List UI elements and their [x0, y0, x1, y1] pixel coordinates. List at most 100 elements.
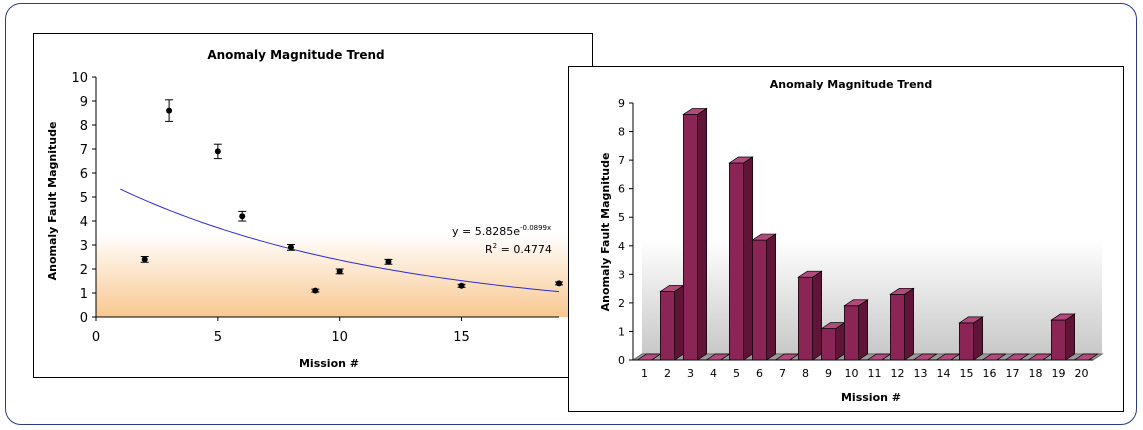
bar-side	[858, 299, 868, 361]
scatter-y-tick-label: 10	[71, 71, 88, 86]
bar-x-tick-label: 5	[733, 367, 740, 380]
bar-x-tick-label: 7	[779, 367, 786, 380]
bar-x-tick-label: 9	[825, 367, 832, 380]
data-point	[287, 244, 294, 251]
bar-x-tick-label: 10	[845, 367, 859, 380]
bar-x-tick-label: 13	[914, 367, 928, 380]
bar-x-tick-label: 2	[664, 367, 671, 380]
bar-side	[1065, 313, 1075, 361]
scatter-y-tick-label: 4	[80, 215, 88, 230]
bar-chart: Anomaly Magnitude Trend Anomaly Fault Ma…	[599, 78, 1104, 404]
bar-x-tick-label: 3	[687, 367, 694, 380]
bar-group	[751, 233, 777, 361]
bar	[798, 276, 813, 361]
bar-top	[1004, 353, 1030, 361]
bar	[752, 239, 767, 361]
bar-top	[843, 299, 869, 307]
bar-side	[812, 270, 822, 361]
bar-y-tick-label: 4	[618, 240, 625, 253]
data-point	[312, 287, 319, 294]
bar-side	[973, 316, 983, 361]
bar-x-tick-label: 8	[802, 367, 809, 380]
bar-side	[743, 156, 753, 361]
bar	[660, 291, 675, 361]
trendline-equation: y = 5.8285e-0.0899x	[452, 224, 551, 238]
bar-y-tick-label: 3	[618, 268, 625, 281]
data-point	[166, 107, 173, 114]
bar	[1051, 319, 1066, 361]
bar-group	[1004, 353, 1030, 361]
bar-top	[1073, 353, 1099, 361]
data-point	[458, 282, 465, 289]
bar-group	[797, 270, 823, 361]
exponential-trendline	[120, 188, 560, 293]
bar-top	[751, 233, 777, 241]
scatter-y-tick-label: 1	[80, 287, 88, 302]
scatter-x-axis-label: Mission #	[299, 357, 359, 370]
bar-x-tick-label: 19	[1052, 367, 1066, 380]
bar-top	[728, 156, 754, 164]
data-point	[556, 280, 562, 287]
bar-background-gradient	[642, 239, 1102, 354]
trendline-equation-exponent: -0.0899x	[520, 224, 551, 232]
scatter-y-axis-label: Anomaly Fault Magnitude	[46, 122, 59, 281]
scatter-y-tick-label: 0	[80, 311, 88, 326]
scatter-x-tick-label: 15	[453, 330, 470, 345]
bar-x-tick-label: 17	[1006, 367, 1020, 380]
bar-x-tick-label: 12	[891, 367, 905, 380]
bar-group	[981, 353, 1007, 361]
bar-y-tick-label: 8	[618, 126, 625, 139]
bar-side	[766, 233, 776, 361]
scatter-x-tick-label: 5	[214, 330, 222, 345]
bar	[683, 114, 698, 361]
bar-y-tick-label: 0	[618, 354, 625, 367]
bar-x-axis-label: Mission #	[841, 391, 901, 404]
bar-y-tick-label: 7	[618, 154, 625, 167]
bar-group	[1073, 353, 1099, 361]
scatter-y-tick-label: 3	[80, 239, 88, 254]
bar-group	[912, 353, 938, 361]
scatter-x-tick-label: 10	[331, 330, 348, 345]
bar-x-tick-label: 16	[983, 367, 997, 380]
bar-y-axis-label: Anomaly Fault Magnitude	[599, 153, 612, 312]
bar	[890, 293, 905, 361]
bar-x-tick-label: 14	[937, 367, 951, 380]
bar	[729, 162, 744, 361]
bar-group	[1050, 313, 1076, 361]
scatter-y-tick-label: 5	[80, 191, 88, 206]
bar-top	[981, 353, 1007, 361]
scatter-chart-panel: Anomaly Magnitude Trend Anomaly Fault Ma…	[33, 33, 593, 378]
data-point	[239, 213, 246, 220]
scatter-background-gradient	[96, 233, 589, 317]
bar-group	[659, 284, 685, 361]
bar-top	[1050, 313, 1076, 321]
bar-x-tick-label: 11	[868, 367, 882, 380]
bar-side	[904, 287, 914, 361]
bar-y-tick-label: 2	[618, 297, 625, 310]
bar-group	[682, 107, 708, 361]
bar-x-tick-label: 1	[641, 367, 648, 380]
scatter-y-tick-label: 7	[80, 143, 88, 158]
bar-x-tick-label: 15	[960, 367, 974, 380]
scatter-y-tick-label: 6	[80, 167, 88, 182]
data-point	[141, 256, 148, 263]
data-point	[336, 268, 343, 275]
scatter-chart-title: Anomaly Magnitude Trend	[207, 48, 384, 62]
bar-x-tick-label: 20	[1075, 367, 1089, 380]
bar-top	[958, 316, 984, 324]
scatter-x-tick-label: 0	[92, 330, 100, 345]
bar-chart-panel: Anomaly Magnitude Trend Anomaly Fault Ma…	[568, 66, 1124, 412]
bar-group	[958, 316, 984, 361]
bar-group	[889, 287, 915, 361]
bar-group	[728, 156, 754, 361]
scatter-chart: Anomaly Magnitude Trend Anomaly Fault Ma…	[46, 48, 589, 370]
data-point	[214, 148, 221, 155]
data-point	[385, 258, 392, 265]
bar-y-tick-label: 9	[618, 97, 625, 110]
trendline-equation-base: y = 5.8285e	[452, 225, 520, 238]
bar	[959, 322, 974, 361]
bar-x-tick-label: 4	[710, 367, 717, 380]
scatter-y-tick-label: 2	[80, 263, 88, 278]
bar-x-tick-label: 6	[756, 367, 763, 380]
bar-top	[889, 287, 915, 295]
